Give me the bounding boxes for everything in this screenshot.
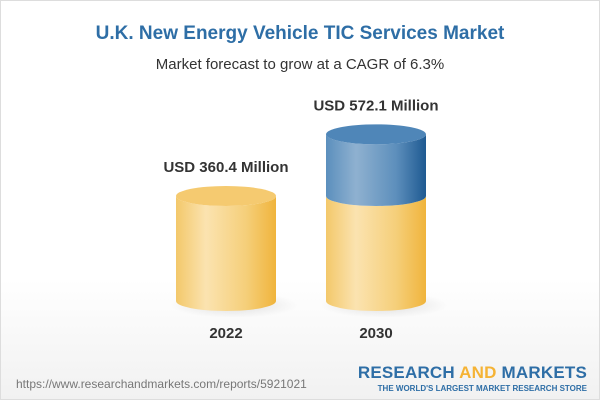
logo-text-research: RESEARCH — [357, 363, 460, 382]
data-label: USD 360.4 Million — [163, 159, 288, 176]
category-label: 2030 — [359, 325, 392, 342]
category-label: 2022 — [209, 325, 242, 342]
bar-2022-top — [176, 186, 276, 206]
data-label: USD 572.1 Million — [313, 97, 438, 114]
chart-title: U.K. New Energy Vehicle TIC Services Mar… — [95, 23, 505, 44]
bar-2030-growth — [326, 134, 426, 206]
research-and-markets-logo: RESEARCH AND MARKETS THE WORLD'S LARGEST… — [358, 363, 587, 393]
logo-text-and: AND — [459, 363, 497, 382]
chart-subtitle: Market forecast to grow at a CAGR of 6.3… — [155, 56, 445, 73]
bar-2030-growth-top — [326, 124, 426, 145]
logo-text-markets: MARKETS — [496, 363, 587, 382]
bar-2030-base — [326, 196, 426, 311]
bar-2022 — [176, 196, 276, 311]
source-url[interactable]: https://www.researchandmarkets.com/repor… — [16, 377, 307, 391]
logo-tagline: THE WORLD'S LARGEST MARKET RESEARCH STOR… — [377, 384, 587, 393]
